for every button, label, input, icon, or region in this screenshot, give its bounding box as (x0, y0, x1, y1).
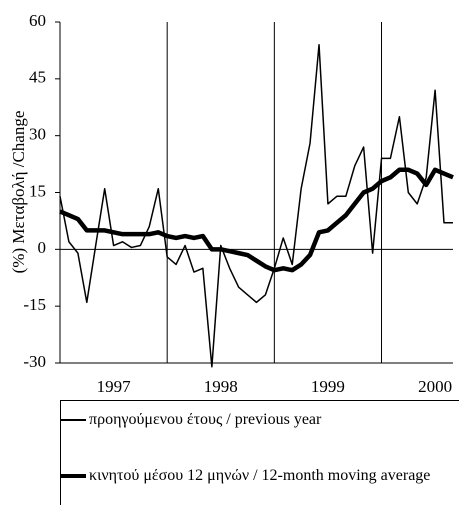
y-tick-label: 45 (29, 68, 46, 87)
series-line (59, 43, 453, 368)
x-tick-label: 1998 (204, 377, 238, 396)
legend-swatch (61, 473, 86, 479)
legend-label: κινητού μέσου 12 μηνών / 12-month moving… (89, 467, 431, 484)
legend-entry: κινητού μέσου 12 μηνών / 12-month moving… (61, 467, 459, 485)
x-tick-label: 1999 (311, 377, 345, 396)
y-tick-label: 15 (29, 181, 46, 200)
series-line (59, 167, 454, 273)
legend-label: προηγούμενου έτους / previous year (89, 411, 322, 428)
chart: (%) Μεταβολή /Change -30 -15 0 15 30 45 60 1997… (9, 11, 454, 396)
legend: προηγούμενου έτους / previous year κινητο… (60, 400, 459, 505)
y-tick-label: -30 (23, 352, 46, 371)
y-axis-label: (%) Μεταβολή /Change (9, 111, 28, 274)
y-tick-label: 30 (29, 125, 46, 144)
x-tick-label: 1997 (97, 377, 132, 396)
y-tick-label: 60 (29, 11, 46, 30)
legend-entry: προηγούμενου έτους / previous year (61, 411, 459, 429)
y-tick-label: -15 (23, 295, 46, 314)
y-tick-label: 0 (38, 238, 47, 257)
x-tick-label: 2000 (418, 377, 452, 396)
legend-swatch (61, 419, 86, 421)
